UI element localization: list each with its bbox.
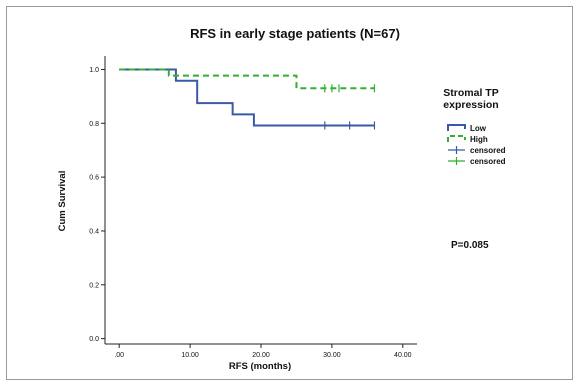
series-line-high xyxy=(119,68,375,90)
x-tick-label: 30.00 xyxy=(323,352,341,359)
legend-label-censored: censored xyxy=(470,146,506,155)
series-line-low xyxy=(119,68,375,127)
legend: Stromal TP expression Low High censored cen… xyxy=(443,87,505,166)
y-tick-label: 0.4 xyxy=(89,228,99,235)
legend-items: Low High censored censored xyxy=(447,124,506,166)
y-axis-label: Cum Survival xyxy=(57,171,68,232)
chart-title: RFS in early stage patients (N=67) xyxy=(190,26,400,41)
y-tick-label: 0.0 xyxy=(89,336,99,343)
series-group xyxy=(119,68,376,130)
y-tick-label: 1.0 xyxy=(89,67,99,74)
legend-label-high: High xyxy=(470,135,488,144)
plot-area: 0.0 0.2 0.4 0.6 0.8 1.0 .00 10.00 20.00 30.00 40.… xyxy=(89,56,417,359)
x-axis-label: RFS (months) xyxy=(229,361,291,372)
x-ticks: .00 10.00 20.00 30.00 40.00 xyxy=(114,344,412,359)
y-ticks: 0.0 0.2 0.4 0.6 0.8 1.0 xyxy=(89,67,105,343)
legend-title-line-2: expression xyxy=(443,99,498,111)
x-tick-label: .00 xyxy=(114,352,124,359)
y-tick-label: 0.6 xyxy=(89,175,99,182)
x-tick-label: 40.00 xyxy=(394,352,412,359)
p-value-annotation: P=0.085 xyxy=(451,240,489,251)
legend-swatch-high xyxy=(447,135,466,142)
legend-label-low: Low xyxy=(470,124,487,133)
legend-swatch-low xyxy=(447,124,466,131)
legend-label-censored: censored xyxy=(470,157,506,166)
chart-frame: RFS in early stage patients (N=67) 0.0 0.… xyxy=(6,6,573,380)
legend-title-line-1: Stromal TP xyxy=(443,87,498,99)
y-tick-label: 0.8 xyxy=(89,121,99,128)
x-tick-label: 20.00 xyxy=(252,352,270,359)
x-tick-label: 10.00 xyxy=(181,352,199,359)
km-chart: RFS in early stage patients (N=67) 0.00.… xyxy=(57,26,506,372)
y-tick-label: 0.2 xyxy=(89,282,99,289)
